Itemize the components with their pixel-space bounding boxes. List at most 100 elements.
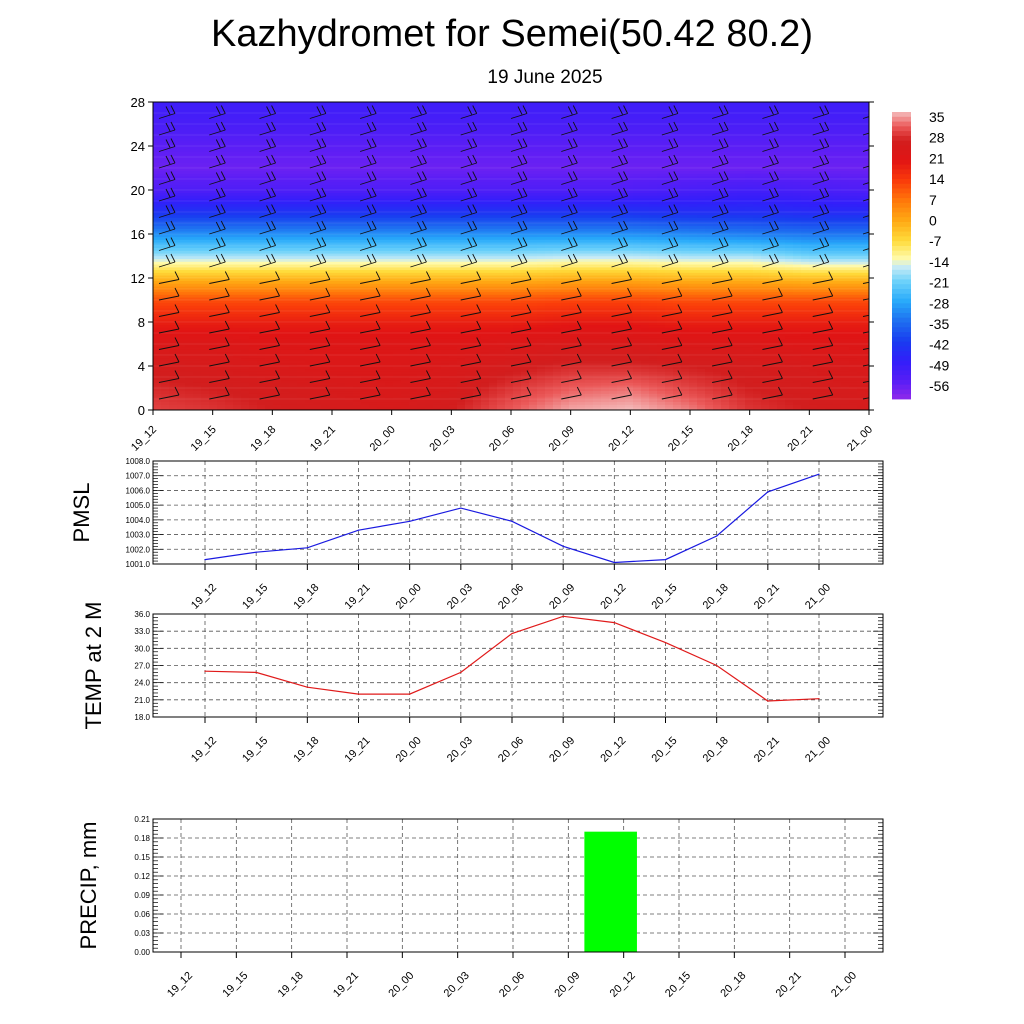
- heatmap-cell: [377, 349, 386, 353]
- heatmap-cell: [377, 305, 386, 309]
- heatmap-cell: [201, 145, 210, 150]
- heatmap-cell: [321, 178, 330, 183]
- heatmap-cell: [249, 324, 258, 328]
- heatmap-cell: [497, 362, 506, 367]
- heatmap-cell: [345, 274, 354, 279]
- heatmap-cell: [201, 368, 210, 372]
- heatmap-cell: [289, 102, 298, 106]
- heatmap-cell: [361, 316, 370, 320]
- heatmap-cell: [177, 195, 186, 199]
- heatmap-cell: [505, 305, 514, 309]
- heatmap-cell: [385, 233, 394, 238]
- heatmap-cell: [153, 266, 162, 271]
- heatmap-cell: [313, 241, 322, 246]
- heatmap-cell: [369, 401, 378, 405]
- heatmap-cell: [193, 393, 202, 397]
- heatmap-cell: [369, 296, 378, 301]
- heatmap-cell: [177, 203, 186, 207]
- heatmap-cell: [305, 156, 314, 161]
- heatmap-cell: [409, 140, 418, 144]
- heatmap-cell: [153, 329, 162, 334]
- heatmap-cell: [497, 327, 506, 331]
- heatmap-cell: [401, 296, 410, 301]
- heatmap-cell: [185, 186, 194, 191]
- heatmap-cell: [473, 170, 482, 174]
- heatmap-cell: [185, 401, 194, 405]
- heatmap-cell: [233, 102, 242, 106]
- heatmap-cell: [281, 269, 290, 273]
- heatmap-cell: [305, 390, 314, 394]
- heatmap-cell: [241, 283, 250, 287]
- heatmap-cell: [505, 230, 514, 235]
- heatmap-cell: [393, 206, 402, 210]
- heatmap-cell: [497, 228, 506, 232]
- heatmap-cell: [281, 294, 290, 298]
- heatmap-cell: [353, 225, 362, 229]
- heatmap-cell: [321, 373, 330, 378]
- heatmap-cell: [489, 123, 498, 128]
- heatmap-cell: [225, 104, 234, 108]
- heatmap-cell: [201, 354, 210, 359]
- heatmap-cell: [225, 371, 234, 375]
- heatmap-cell: [465, 225, 474, 229]
- heatmap-cell: [169, 167, 178, 172]
- heatmap-cell: [449, 335, 458, 339]
- heatmap-cell: [185, 206, 194, 210]
- heatmap-cell: [393, 118, 402, 122]
- heatmap-cell: [225, 305, 234, 309]
- heatmap-cell: [457, 404, 466, 408]
- heatmap-cell: [337, 186, 346, 191]
- heatmap-cell: [433, 159, 442, 163]
- heatmap-cell: [401, 112, 410, 117]
- heatmap-cell: [505, 351, 514, 356]
- heatmap-cell: [465, 167, 474, 172]
- heatmap-cell: [265, 244, 274, 249]
- heatmap-cell: [473, 151, 482, 155]
- heatmap-cell: [321, 102, 330, 106]
- heatmap-cell: [393, 274, 402, 279]
- heatmap-cell: [313, 195, 322, 199]
- heatmap-cell: [497, 349, 506, 353]
- heatmap-cell: [329, 318, 338, 323]
- heatmap-cell: [409, 258, 418, 262]
- heatmap-cell: [385, 181, 394, 185]
- heatmap-cell: [457, 184, 466, 188]
- heatmap-cell: [153, 343, 162, 348]
- heatmap-cell: [473, 384, 482, 389]
- heatmap-cell: [369, 189, 378, 194]
- heatmap-cell: [377, 162, 386, 166]
- heatmap-cell: [377, 102, 386, 106]
- heatmap-cell: [377, 263, 386, 268]
- heatmap-cell: [257, 200, 266, 205]
- heatmap-cell: [353, 266, 362, 271]
- heatmap-cell: [249, 395, 258, 400]
- heatmap-cell: [377, 280, 386, 284]
- heatmap-cell: [425, 395, 434, 400]
- heatmap-cell: [433, 184, 442, 188]
- heatmap-cell: [465, 244, 474, 249]
- heatmap-cell: [209, 159, 218, 163]
- heatmap-cell: [473, 387, 482, 392]
- heatmap-cell: [401, 123, 410, 128]
- heatmap-cell: [345, 398, 354, 403]
- heatmap-cell: [393, 120, 402, 125]
- heatmap-cell: [465, 269, 474, 273]
- heatmap-cell: [289, 189, 298, 194]
- heatmap-cell: [305, 134, 314, 139]
- heatmap-cell: [433, 208, 442, 213]
- heatmap-cell: [505, 294, 514, 298]
- heatmap-cell: [161, 214, 170, 218]
- heatmap-cell: [257, 131, 266, 136]
- heatmap-cell: [297, 376, 306, 381]
- heatmap-cell: [241, 173, 250, 177]
- heatmap-cell: [185, 365, 194, 370]
- heatmap-cell: [457, 291, 466, 295]
- heatmap-cell: [481, 258, 490, 262]
- heatmap-cell: [489, 343, 498, 348]
- heatmap-cell: [273, 214, 282, 218]
- heatmap-cell: [289, 343, 298, 348]
- heatmap-cell: [273, 362, 282, 367]
- heatmap-cell: [289, 118, 298, 122]
- heatmap-cell: [233, 104, 242, 108]
- heatmap-cell: [353, 115, 362, 119]
